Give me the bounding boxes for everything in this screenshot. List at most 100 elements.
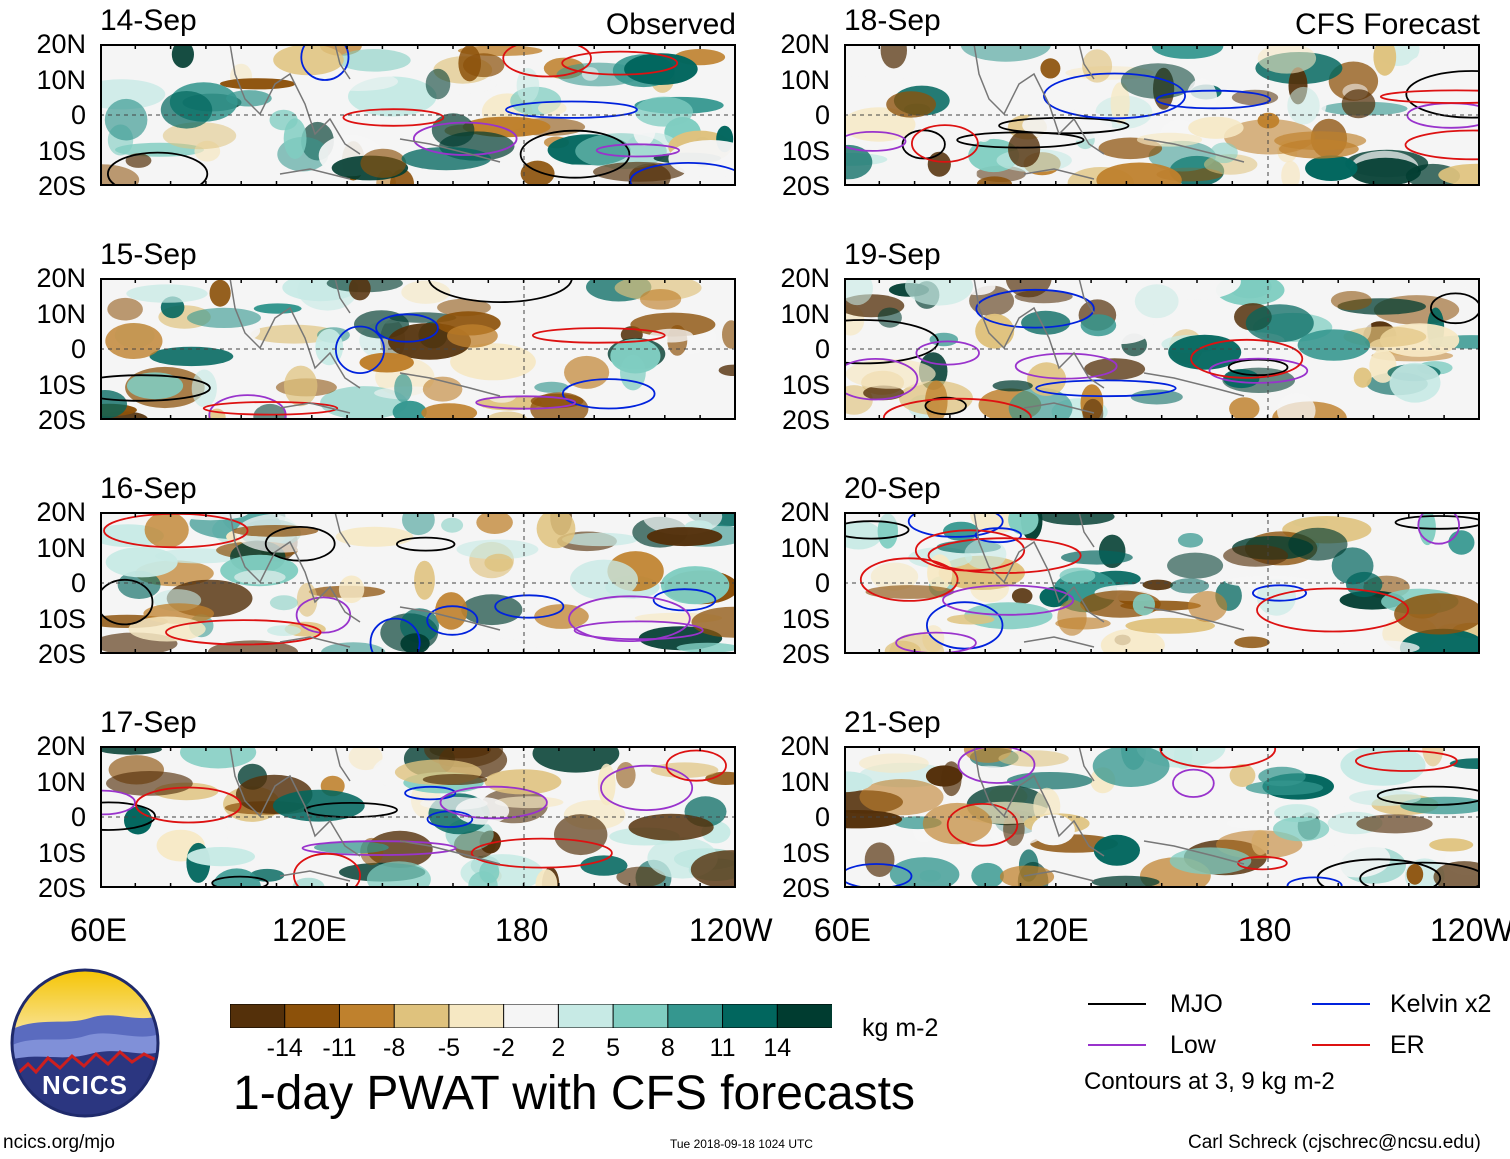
pwat-anomaly-blob	[126, 284, 208, 303]
panel-date-title: 18-Sep	[844, 4, 941, 37]
y-tick-label: 10N	[780, 298, 830, 329]
pwat-anomaly-blob	[283, 118, 307, 159]
colorbar-tick-label: 2	[551, 1034, 566, 1062]
pwat-anomaly-blob	[367, 830, 433, 868]
pwat-anomaly-blob	[1148, 140, 1216, 172]
pwat-anomaly-blob	[1346, 571, 1383, 598]
pwat-anomaly-blob	[1414, 278, 1480, 288]
pwat-anomaly-blob	[992, 380, 1033, 392]
pwat-anomaly-blob	[620, 354, 646, 391]
pwat-anomaly-blob	[455, 797, 510, 825]
y-tick-label: 0	[70, 568, 86, 598]
pwat-anomaly-blob	[1245, 304, 1314, 343]
pwat-anomaly-blob	[1305, 155, 1358, 181]
logo-text: NCICS	[42, 1070, 128, 1100]
y-tick-label: 10S	[37, 837, 86, 868]
coastline	[229, 278, 501, 414]
contour-line	[1379, 89, 1480, 104]
pwat-anomaly-blob	[640, 289, 682, 310]
contour-line	[1355, 750, 1458, 772]
pwat-anomaly-blob	[447, 324, 498, 348]
contour-line	[1155, 89, 1272, 110]
contour-line	[475, 395, 577, 410]
pwat-anomaly-blob	[668, 140, 736, 178]
y-tick-label: 0	[814, 568, 830, 598]
contour-line	[301, 840, 457, 856]
pwat-anomaly-blob	[292, 877, 325, 888]
pwat-anomaly-blob	[321, 642, 386, 654]
pwat-anomaly-blob	[844, 278, 873, 306]
y-tick-label: 10N	[36, 64, 86, 95]
pwat-anomaly-blob	[128, 616, 206, 642]
pwat-anomaly-blob	[975, 122, 993, 142]
pwat-anomaly-blob	[421, 403, 478, 420]
pwat-anomaly-blob	[922, 802, 992, 845]
pwat-anomaly-blob	[1057, 599, 1087, 636]
contour-line	[844, 131, 907, 152]
pwat-anomaly-blob	[1039, 512, 1115, 526]
pwat-anomaly-blob	[1438, 163, 1480, 186]
pwat-anomaly-blob	[234, 570, 286, 585]
pwat-anomaly-blob	[580, 855, 628, 876]
contour-line	[531, 327, 666, 344]
pwat-anomaly-blob	[516, 68, 540, 103]
y-tick-label: 10S	[781, 837, 830, 868]
contour-line	[202, 401, 339, 416]
pwat-anomaly-blob	[240, 399, 262, 410]
pwat-anomaly-blob	[1093, 834, 1140, 866]
legend-label-kelvin: Kelvin x2	[1390, 990, 1492, 1018]
map-panel-14-sep	[100, 44, 736, 186]
y-tick-label: 20S	[37, 873, 86, 903]
pwat-anomaly-blob	[536, 512, 576, 549]
contour-line	[1286, 876, 1343, 888]
panel-date-title: 16-Sep	[100, 472, 197, 505]
pwat-anomaly-blob	[463, 53, 505, 78]
colorbar-swatch	[503, 1003, 560, 1029]
pwat-anomaly-blob	[864, 842, 895, 877]
pwat-anomaly-blob	[870, 562, 919, 591]
contour-line	[470, 837, 613, 869]
pwat-anomaly-blob	[1277, 393, 1316, 420]
x-tick-60E-left: 60E	[70, 912, 127, 948]
panel-source-label: CFS Forecast	[1294, 8, 1480, 41]
pwat-anomaly-blob	[863, 385, 905, 401]
pwat-anomaly-blob	[1130, 389, 1183, 405]
contour-line	[342, 108, 445, 127]
pwat-anomaly-blob	[705, 771, 736, 785]
pwat-anomaly-blob	[1245, 780, 1324, 796]
pwat-anomaly-blob	[414, 560, 435, 600]
pwat-anomaly-blob	[226, 90, 272, 107]
pwat-anomaly-blob	[401, 280, 451, 304]
y-tick-label: 0	[814, 802, 830, 832]
pwat-anomaly-blob	[105, 323, 163, 359]
footer-credit: Carl Schreck (cjschrec@ncsu.edu)	[1188, 1132, 1481, 1153]
pwat-anomaly-blob	[149, 346, 234, 367]
pwat-anomaly-blob	[927, 554, 953, 592]
pwat-anomaly-blob	[171, 44, 194, 68]
pwat-anomaly-blob	[1142, 579, 1173, 591]
pwat-anomaly-blob	[1234, 636, 1270, 649]
pwat-anomaly-blob	[253, 403, 287, 420]
contour-line	[924, 396, 967, 416]
pwat-anomaly-blob	[880, 44, 907, 69]
contour-line	[942, 584, 1075, 616]
pwat-anomaly-blob	[676, 642, 736, 653]
map-panel-21-sep	[844, 746, 1480, 888]
pwat-anomaly-blob	[1389, 362, 1441, 403]
contour-line	[293, 852, 361, 888]
colorbar-swatch	[338, 1003, 396, 1029]
pwat-anomaly-blob	[450, 343, 536, 381]
pwat-anomaly-blob	[722, 320, 736, 349]
panel-date-title: 20-Sep	[844, 472, 941, 505]
pwat-anomaly-blob	[431, 113, 475, 147]
pwat-anomaly-blob	[624, 53, 698, 85]
pwat-anomaly-blob	[1330, 291, 1372, 311]
pwat-anomaly-blob	[1080, 314, 1117, 337]
pwat-anomaly-blob	[889, 857, 960, 888]
pwat-anomaly-blob	[1177, 533, 1204, 548]
colorbar-swatch	[722, 1003, 779, 1029]
contour-line	[907, 512, 1004, 538]
y-tick-label: 10S	[37, 369, 86, 400]
pwat-anomaly-blob	[1008, 512, 1039, 535]
colorbar-swatch	[393, 1003, 450, 1029]
